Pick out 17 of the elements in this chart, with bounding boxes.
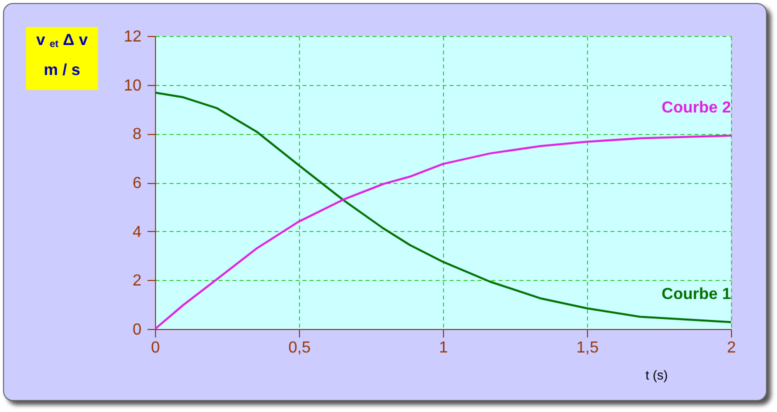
x-tick-label: 1 [439, 340, 448, 356]
x-tick-label: 0 [151, 340, 160, 356]
line-series [155, 92, 731, 324]
y-tick-label: 10 [124, 77, 142, 94]
y-axis-title: v $_{et}$ Δ v m / s [35, 31, 89, 81]
x-axis-title: t (s) [646, 368, 668, 382]
series-label: Courbe 1 [662, 286, 732, 304]
y-tick-label: 12 [124, 28, 142, 46]
series-label: Courbe 2 [662, 100, 732, 117]
y-tick-label: 2 [132, 272, 142, 290]
y-tick-label: 4 [132, 224, 142, 241]
x-tick-label: 0,5 [288, 340, 311, 356]
y-tick-label: 0 [132, 322, 142, 338]
y-tick-label: 6 [132, 175, 142, 192]
x-tick-label: 2 [727, 340, 736, 356]
y-tick-label: 8 [132, 126, 142, 144]
x-tick-label: 1,5 [576, 340, 599, 356]
